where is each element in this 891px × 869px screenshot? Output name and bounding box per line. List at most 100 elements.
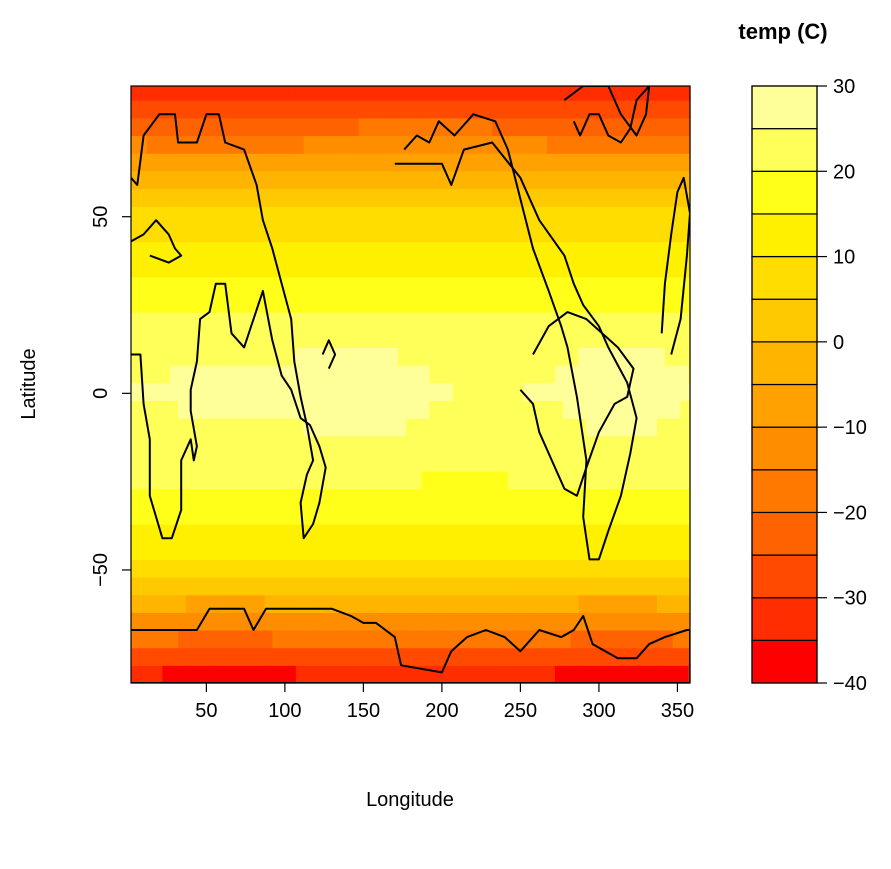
heatmap-cell (178, 100, 187, 119)
heatmap-cell (531, 86, 540, 101)
heatmap-cell (358, 170, 368, 190)
heatmap-cell (303, 188, 313, 207)
heatmap-cell (452, 117, 462, 137)
heatmap-cell (374, 524, 383, 543)
heatmap-cell (264, 241, 273, 260)
heatmap-cell (554, 541, 564, 560)
coastline-layer (131, 86, 690, 683)
heatmap-cell (374, 647, 383, 666)
heatmap-cell (523, 435, 533, 454)
heatmap-cell (539, 506, 548, 525)
heatmap-cell (264, 329, 273, 349)
heatmap-cell (288, 524, 297, 543)
heatmap-cell (209, 418, 218, 437)
heatmap-cell (366, 577, 375, 596)
heatmap-cell (500, 630, 509, 649)
heatmap-cell (303, 453, 313, 472)
heatmap-cell (657, 100, 666, 119)
heatmap-cell (154, 365, 163, 384)
heatmap-cell (162, 559, 171, 578)
heatmap-cell (201, 170, 211, 190)
heatmap-cell (507, 329, 517, 349)
heatmap-cell (146, 418, 156, 437)
heatmap-cell (476, 647, 485, 666)
heatmap-cell (335, 612, 344, 631)
heatmap-cell (264, 188, 273, 207)
heatmap-cell (193, 153, 203, 172)
heatmap-cell (217, 100, 226, 119)
heatmap-cell (586, 559, 595, 578)
heatmap-cell (154, 329, 163, 349)
heatmap-cell (602, 206, 611, 225)
heatmap-cell (445, 329, 454, 349)
heatmap-cell (649, 471, 658, 490)
heatmap-cell (288, 86, 297, 101)
heatmap-cell (609, 153, 619, 172)
heatmap-cell (162, 382, 171, 401)
heatmap-cell (547, 541, 556, 560)
heatmap-cell (594, 170, 603, 190)
heatmap-cell (547, 630, 556, 649)
coastline-south-america (131, 113, 327, 540)
y-tick-label: 50 (90, 206, 112, 228)
heatmap-cell (170, 347, 179, 366)
heatmap-cell (413, 647, 423, 666)
heatmap-cell (233, 347, 242, 366)
heatmap-cell (649, 329, 658, 349)
heatmap-cell (366, 86, 375, 101)
heatmap-cell (374, 400, 383, 419)
heatmap-cell (664, 365, 674, 384)
heatmap-cell (335, 400, 344, 419)
heatmap-cell (225, 347, 234, 366)
heatmap-cell (452, 100, 462, 119)
heatmap-cell (397, 312, 407, 331)
colorbar-swatch (751, 85, 818, 130)
heatmap-cell (342, 418, 352, 437)
heatmap-cell (617, 117, 627, 137)
heatmap-cell (507, 241, 517, 260)
heatmap-cell (625, 488, 635, 507)
heatmap-cell (507, 117, 517, 137)
heatmap-cell (233, 541, 242, 560)
heatmap-cell (170, 329, 179, 349)
heatmap-cell (523, 559, 533, 578)
heatmap-cell (507, 382, 517, 401)
heatmap-cell (570, 665, 580, 684)
heatmap-cell (672, 594, 682, 613)
heatmap-cell (146, 135, 156, 154)
heatmap-cell (138, 188, 148, 207)
heatmap-cell (523, 276, 533, 296)
heatmap-cell (594, 276, 603, 296)
heatmap-cell (547, 524, 556, 543)
heatmap-cell (131, 471, 140, 490)
heatmap-cell (680, 400, 690, 419)
heatmap-cell (413, 365, 423, 384)
heatmap-cell (421, 577, 430, 596)
heatmap-cell (452, 418, 462, 437)
heatmap-cell (233, 241, 242, 260)
heatmap-cell (460, 559, 470, 578)
heatmap-cell (185, 630, 195, 649)
heatmap-cell (295, 276, 305, 296)
heatmap-cell (225, 153, 234, 172)
heatmap-cell (547, 312, 556, 331)
heatmap-cell (390, 170, 399, 190)
heatmap-cell (240, 630, 250, 649)
heatmap-cell (193, 312, 203, 331)
heatmap-cell (154, 135, 163, 154)
heatmap-cell (327, 471, 336, 490)
heatmap-cell (272, 435, 281, 454)
heatmap-cell (421, 294, 430, 313)
heatmap-cell (539, 312, 548, 331)
heatmap-cell (374, 276, 383, 296)
heatmap-cell (586, 365, 595, 384)
heatmap-cell (641, 170, 650, 190)
heatmap-cell (531, 365, 540, 384)
heatmap-cell (335, 524, 344, 543)
heatmap-cell (209, 294, 218, 313)
heatmap-cell (350, 647, 360, 666)
heatmap-cell (633, 559, 642, 578)
heatmap-cell (664, 135, 674, 154)
heatmap-cell (240, 276, 250, 296)
heatmap-cell (625, 347, 635, 366)
